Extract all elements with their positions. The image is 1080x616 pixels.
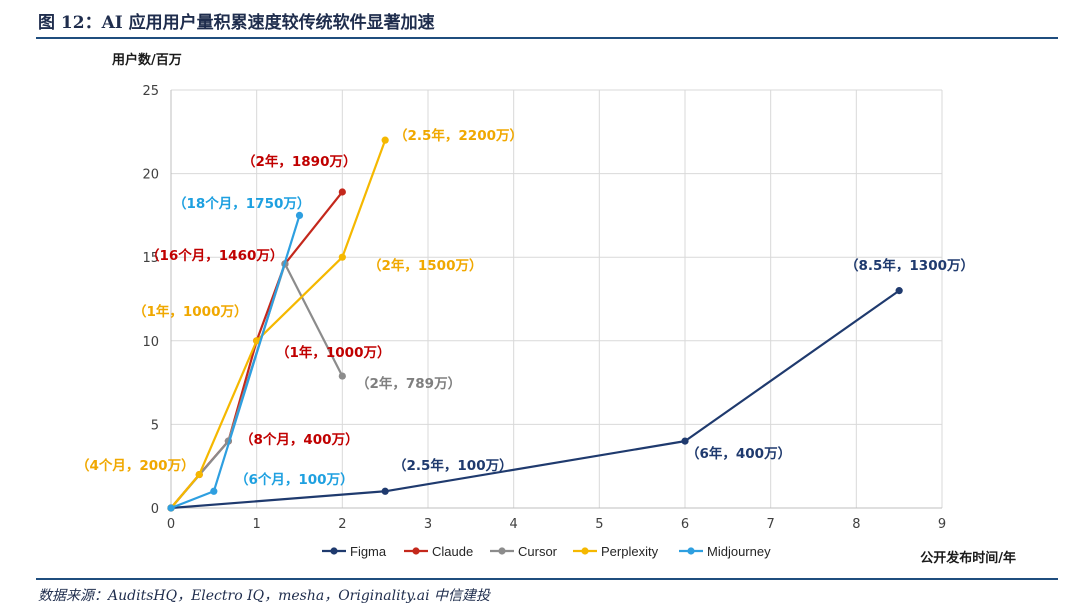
x-tick-label: 6 xyxy=(681,517,689,532)
legend-swatch-marker xyxy=(687,547,695,555)
y-tick-label: 15 xyxy=(142,251,159,266)
legend-item-label: Claude xyxy=(432,544,473,559)
x-tick-label: 1 xyxy=(253,517,261,532)
data-label-claude: （2年，1890万） xyxy=(242,153,356,170)
data-point-perplexity xyxy=(195,470,203,479)
data-point-figma xyxy=(681,437,689,445)
gridlines xyxy=(170,89,943,509)
x-tick-label: 0 xyxy=(167,517,175,532)
data-point-cursor xyxy=(338,372,346,380)
data-label-figma: （2.5年，100万） xyxy=(393,457,513,474)
x-tick-label: 5 xyxy=(595,517,603,532)
legend-swatch-marker xyxy=(330,547,338,555)
x-tick-label: 9 xyxy=(938,517,946,532)
data-point-perplexity xyxy=(253,337,261,345)
x-tick-label: 2 xyxy=(338,517,346,532)
series-line-figma xyxy=(170,289,900,510)
x-tick-label: 8 xyxy=(852,517,860,532)
data-label-perplexity: （2.5年，2200万） xyxy=(394,127,523,144)
legend-item-label: Midjourney xyxy=(707,544,771,559)
data-label-claude: （8个月，400万） xyxy=(240,432,359,448)
data-label-claude: （16个月，1460万） xyxy=(146,248,283,264)
data-point-figma xyxy=(381,487,389,495)
data-label-midjourney: （6个月，100万） xyxy=(235,472,354,488)
x-tick-label: 4 xyxy=(510,517,518,532)
data-label-claude: （1年，1000万） xyxy=(276,344,390,361)
data-label-cursor: （2年，789万） xyxy=(356,375,461,392)
legend-swatch-marker xyxy=(412,547,420,555)
data-label-perplexity: （1年，1000万） xyxy=(133,303,247,320)
data-label-figma: （8.5年，1300万） xyxy=(845,257,974,274)
axes: 0 5 10 15 20 25 0 1 2 3 4 5 6 7 8 9 xyxy=(142,84,946,532)
x-tick-label: 7 xyxy=(767,517,775,532)
y-tick-label: 0 xyxy=(151,502,159,517)
data-label-midjourney: （18个月，1750万） xyxy=(173,196,310,212)
y-tick-label: 5 xyxy=(151,418,159,433)
data-point-figma xyxy=(895,287,903,295)
chart-title: 图 12：AI 应用用户量积累速度较传统软件显著加速 xyxy=(38,13,435,33)
legend-swatch-marker xyxy=(498,547,506,555)
legend-swatch-marker xyxy=(581,547,589,555)
top-divider xyxy=(36,37,1058,39)
bottom-divider xyxy=(36,578,1058,580)
y-axis-label: 用户数/百万 xyxy=(111,52,182,68)
series-lines xyxy=(167,136,903,512)
y-tick-label: 10 xyxy=(142,335,159,350)
data-point-perplexity xyxy=(381,136,389,144)
x-tick-label: 3 xyxy=(424,517,432,532)
legend: Figma Claude Cursor Perplexity Midjourney xyxy=(322,544,771,559)
y-tick-label: 20 xyxy=(142,168,159,183)
data-label-figma: （6年，400万） xyxy=(686,445,791,462)
legend-item-label: Figma xyxy=(350,544,387,559)
data-point-midjourney xyxy=(210,487,218,495)
data-label-perplexity: （2年，1500万） xyxy=(368,257,482,274)
data-point-perplexity xyxy=(338,253,346,261)
data-labels: （2.5年，100万） （6年，400万） （8.5年，1300万） （8个月，400… xyxy=(76,127,974,488)
data-point-claude xyxy=(338,188,346,196)
legend-item-label: Cursor xyxy=(518,544,558,559)
x-axis-label: 公开发布时间/年 xyxy=(920,550,1016,566)
legend-item-label: Perplexity xyxy=(601,544,659,559)
data-label-perplexity: （4个月，200万） xyxy=(76,458,195,474)
data-point-midjourney xyxy=(295,211,304,219)
source-note: 数据来源：AuditsHQ，Electro IQ，mesha，Originali… xyxy=(38,588,491,604)
data-point-midjourney xyxy=(167,504,175,512)
y-tick-label: 25 xyxy=(142,84,159,99)
